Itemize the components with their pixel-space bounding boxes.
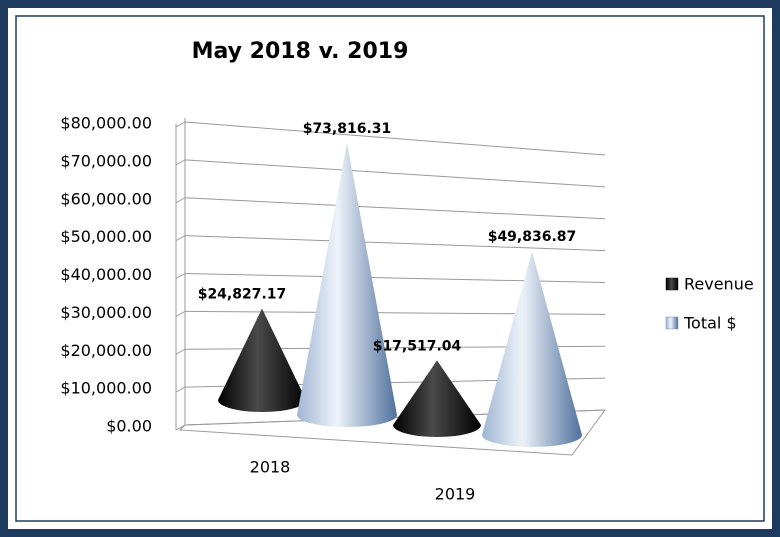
grid-line xyxy=(184,159,606,188)
y-tick-label: $0.00 xyxy=(106,417,152,436)
data-label: $17,517.04 xyxy=(373,338,462,354)
y-tick-label: $60,000.00 xyxy=(60,189,152,208)
grid-line-side xyxy=(175,310,186,317)
cone xyxy=(297,142,397,427)
y-tick-label: $70,000.00 xyxy=(60,151,152,170)
legend-swatch xyxy=(665,277,679,291)
y-tick-label: $30,000.00 xyxy=(60,303,152,322)
legend-label: Total $ xyxy=(683,314,737,333)
legend-swatch xyxy=(665,316,679,330)
cone xyxy=(482,251,582,447)
y-tick-label: $50,000.00 xyxy=(60,227,152,246)
grid-line xyxy=(184,121,606,156)
x-tick-label: 2018 xyxy=(250,458,291,477)
cone xyxy=(393,360,481,437)
grid-line-side xyxy=(175,424,186,431)
data-label: $73,816.31 xyxy=(303,121,392,137)
y-tick-label: $40,000.00 xyxy=(60,265,152,284)
grid-line-side xyxy=(175,159,186,166)
grid-line-side xyxy=(175,197,186,204)
grid-line-side xyxy=(175,121,186,128)
cone xyxy=(218,308,306,412)
data-label: $49,836.87 xyxy=(488,229,577,245)
grid-line-side xyxy=(175,235,186,242)
y-tick-label: $10,000.00 xyxy=(60,379,152,398)
grid-line-side xyxy=(175,348,186,355)
y-tick-label: $20,000.00 xyxy=(60,341,152,360)
grid-line xyxy=(184,235,606,252)
grid-line xyxy=(184,197,606,220)
inner-frame xyxy=(15,15,765,522)
data-label: $24,827.17 xyxy=(198,286,287,302)
grid-line-side xyxy=(175,273,186,279)
legend-label: Revenue xyxy=(684,275,754,294)
y-tick-label: $80,000.00 xyxy=(60,114,152,133)
x-tick-label: 2019 xyxy=(435,485,476,504)
grid-line-side xyxy=(175,386,186,393)
chart-title: May 2018 v. 2019 xyxy=(192,39,409,64)
